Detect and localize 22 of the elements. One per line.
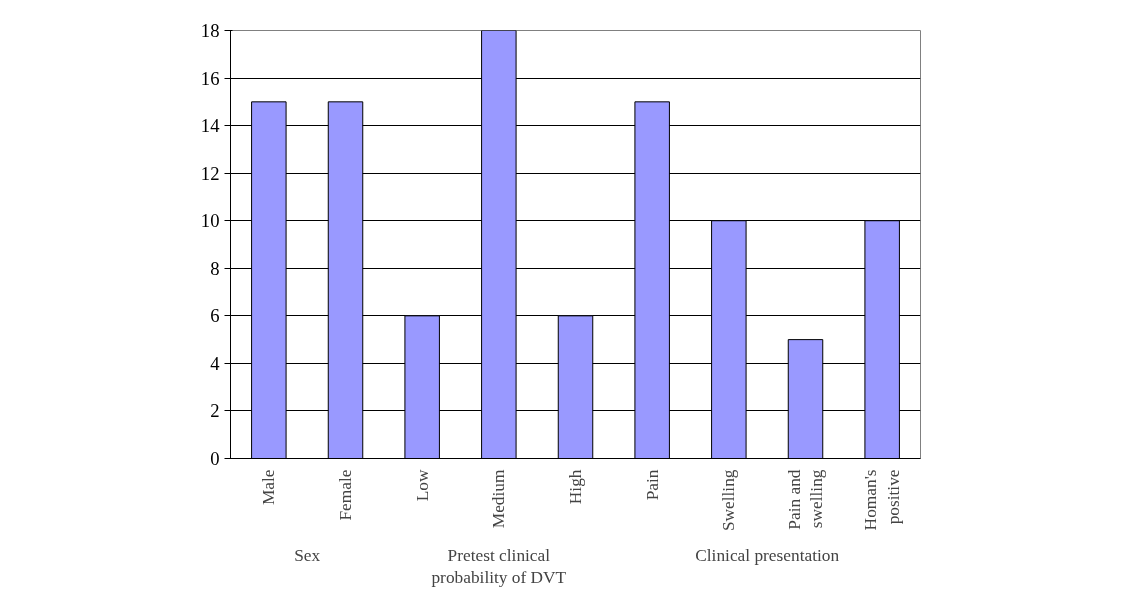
x-tick-label: Swelling <box>719 469 739 532</box>
text: Sex <box>294 545 321 565</box>
y-tick-label: 18 <box>200 20 220 41</box>
x-tick-label: High <box>566 469 585 505</box>
y-tick-label: 8 <box>210 257 220 279</box>
y-tick-label: 6 <box>210 305 220 327</box>
x-tick-label: Female <box>336 469 355 521</box>
x-tick-label: Pain <box>642 469 662 501</box>
x-tick-label: Low <box>412 469 432 502</box>
x-tick-label: Homan's positive <box>861 469 904 531</box>
y-tick-label: 14 <box>200 115 221 137</box>
text: Clinical presentation <box>695 545 840 565</box>
y-tick-label: 12 <box>200 162 220 184</box>
x-tick-label: Pain and swelling <box>784 469 827 530</box>
x-tick-label: Medium <box>489 468 509 529</box>
y-tick-label: 16 <box>200 67 220 89</box>
y-tick-label: 4 <box>210 352 221 374</box>
y-tick-label: 0 <box>210 448 220 469</box>
x-tick-label: Male <box>259 469 279 506</box>
text: Pretest clinical probability of DVT <box>431 545 567 588</box>
y-tick-label: 10 <box>200 210 220 232</box>
y-tick-label: 2 <box>210 400 220 422</box>
